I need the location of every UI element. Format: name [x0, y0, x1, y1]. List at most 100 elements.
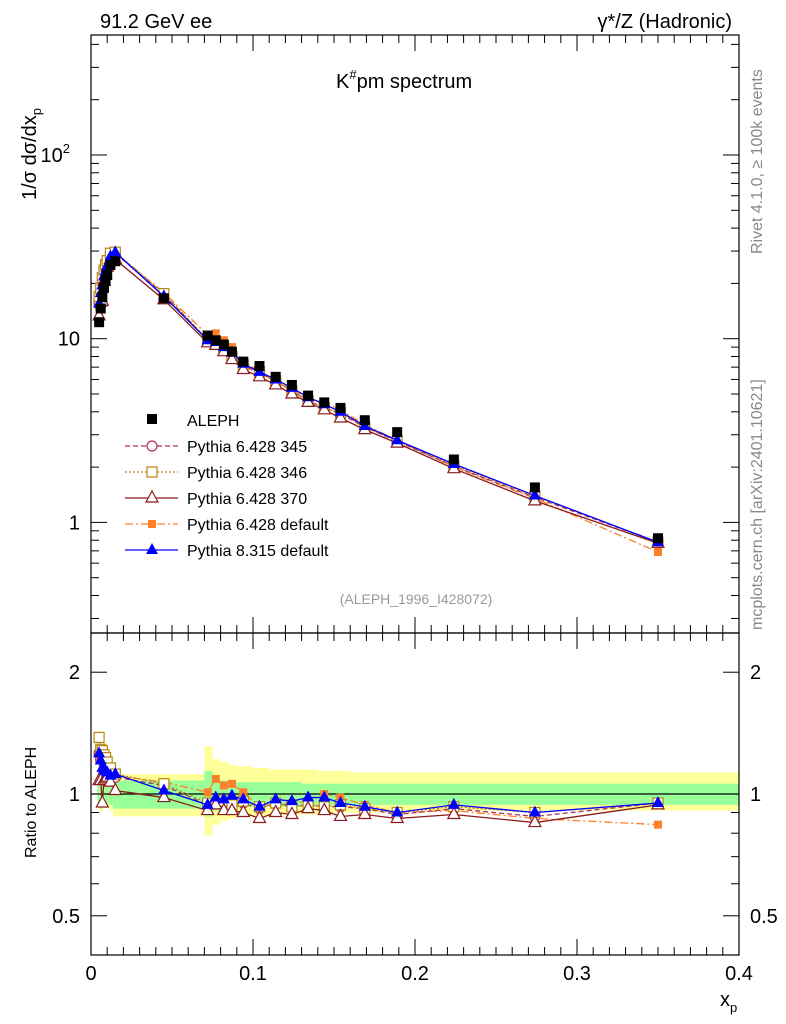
ratio-point	[156, 789, 171, 803]
x-tick-label: 0.2	[401, 963, 429, 985]
ratio-point	[236, 804, 251, 818]
ratio-point	[333, 808, 348, 822]
ratio-point	[93, 731, 105, 744]
ratio-y-tick-label-right: 0.5	[750, 906, 778, 928]
ratio-point	[109, 767, 122, 779]
data-point	[236, 361, 251, 375]
legend-marker-pythia6-default	[148, 520, 156, 528]
data-point	[529, 482, 540, 493]
data-point	[391, 433, 404, 445]
legend-label-pythia6-370: Pythia 6.428 370	[187, 491, 307, 508]
series-pythia-6-428-346	[93, 246, 664, 548]
data-point	[218, 339, 229, 350]
header-process: γ*/Z (Hadronic)	[598, 11, 732, 33]
legend-label-pythia6-346: Pythia 6.428 346	[187, 465, 307, 482]
data-point	[202, 330, 213, 341]
ratio-point	[108, 782, 123, 796]
legend-entry-pythia8-default: Pythia 8.315 default	[125, 543, 329, 560]
ratio-point	[208, 796, 223, 810]
series-pythia-6-428-345	[93, 247, 664, 548]
x-tick-label: 0	[85, 963, 96, 985]
legend-marker-pythia6-345	[146, 440, 158, 452]
data-point	[319, 397, 330, 408]
series-line	[98, 252, 659, 543]
data-point	[254, 361, 265, 372]
x-tick-label: 0.4	[725, 963, 753, 985]
analysis-id-annotation: (ALEPH_1996_I428072)	[340, 591, 493, 607]
legend-entry-pythia6-370: Pythia 6.428 370	[125, 489, 307, 508]
data-point	[268, 376, 283, 390]
main-y-axis-label-subscript: p	[29, 108, 44, 115]
data-point	[359, 415, 370, 426]
ratio-point	[217, 792, 230, 804]
legend-entry-aleph: ALEPH	[147, 413, 239, 430]
data-point	[238, 356, 249, 367]
data-point	[448, 454, 459, 465]
chart-title: K#pm spectrum	[336, 67, 472, 93]
series-line	[98, 251, 659, 543]
x-axis-label-main: x	[720, 989, 730, 1011]
data-point	[653, 533, 663, 544]
data-point	[333, 409, 348, 423]
ratio-point	[252, 810, 267, 824]
chart-title-rest: pm spectrum	[357, 71, 473, 93]
x-axis-label: xp	[720, 989, 737, 1015]
ratio-point	[358, 799, 371, 811]
series-aleph	[94, 256, 663, 544]
legend-label-pythia8-default: Pythia 8.315 default	[187, 543, 329, 560]
legend-entry-pythia6-346: Pythia 6.428 346	[125, 465, 307, 482]
series-pythia-6-428-default	[95, 248, 662, 557]
data-point	[102, 270, 113, 281]
data-point	[654, 548, 662, 557]
data-point	[98, 282, 109, 293]
ratio-series-pythia-8-315-default	[93, 746, 664, 817]
main-y-axis-label: 1/σ dσ/dxp	[19, 108, 44, 200]
ratio-y-tick-label-left: 2	[69, 662, 80, 684]
ratio-point	[301, 800, 316, 814]
ratio-y-tick-label-right: 2	[750, 662, 761, 684]
ratio-point	[239, 788, 248, 797]
main-y-tick-label: 1	[69, 512, 80, 534]
x-tick-label: 0.3	[563, 963, 591, 985]
data-point	[224, 351, 239, 365]
ratio-y-tick-label-right: 1	[750, 784, 761, 806]
ratio-point	[317, 802, 332, 816]
ratio-point	[224, 802, 239, 816]
legend-label-pythia6-345: Pythia 6.428 345	[187, 439, 307, 456]
legend-marker-pythia6-370	[144, 489, 160, 503]
legend-label-aleph: ALEPH	[187, 413, 239, 430]
axes-ticks	[90, 35, 740, 956]
legend-label-pythia6-default: Pythia 6.428 default	[187, 517, 329, 534]
ratio-plot-frame	[90, 632, 740, 956]
ratio-point	[253, 799, 266, 811]
series-line	[98, 251, 659, 553]
ratio-point	[219, 781, 228, 790]
ratio-point	[302, 790, 315, 802]
ratio-uncertainty-bands	[91, 746, 739, 836]
ratio-point	[94, 753, 107, 765]
data-point	[286, 379, 297, 390]
data-point	[335, 402, 346, 413]
data-point	[158, 293, 169, 304]
ratio-point	[390, 810, 405, 824]
ratio-point	[203, 788, 212, 797]
ratio-point	[334, 796, 347, 808]
data-point	[528, 488, 541, 500]
data-point	[210, 335, 221, 346]
legend-entry-pythia6-345: Pythia 6.428 345	[125, 439, 307, 456]
ratio-point	[654, 820, 662, 829]
tick-labels: 0 0.1 0.2 0.3 0.4 1 10 102 0.5 0.5 1 1 2 2	[41, 141, 778, 985]
legend-marker-pythia8-default	[146, 543, 158, 554]
data-point	[392, 427, 403, 438]
ratio-series-pythia-6-428-370	[92, 769, 666, 828]
ratio-point	[285, 794, 298, 806]
ratio-point	[225, 788, 238, 800]
data-point	[211, 329, 220, 338]
ratio-point	[447, 797, 460, 809]
ratio-point	[93, 746, 106, 758]
series-pythia-6-428-370	[92, 251, 666, 548]
main-y-axis-label-text: 1/σ dσ/dx	[19, 115, 41, 200]
data-point	[270, 371, 281, 382]
legend-marker-aleph	[147, 414, 157, 424]
